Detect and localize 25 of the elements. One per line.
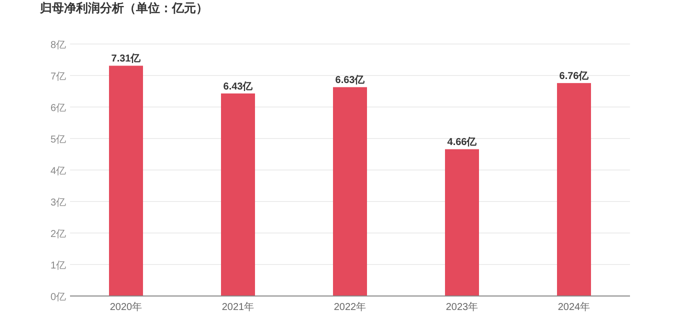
bar (109, 66, 143, 296)
x-tick-label: 2022年 (334, 301, 366, 313)
bar (333, 87, 367, 296)
y-tick-label: 0亿 (50, 292, 66, 303)
data-label: 6.76亿 (559, 70, 590, 82)
x-tick-label: 2023年 (446, 301, 478, 313)
data-label: 7.31亿 (111, 52, 142, 65)
data-label: 4.66亿 (447, 136, 478, 148)
y-tick-label: 5亿 (50, 134, 66, 146)
chart-title: 归母净利润分析（单位：亿元） (39, 1, 208, 15)
y-tick-label: 7亿 (50, 72, 66, 82)
y-tick-label: 2亿 (50, 229, 66, 240)
y-tick-label: 1亿 (50, 260, 66, 272)
data-label: 6.43亿 (223, 80, 254, 92)
y-tick-label: 8亿 (50, 40, 66, 51)
data-label: 6.63亿 (335, 74, 366, 86)
bar (221, 93, 255, 296)
bar (557, 83, 591, 296)
y-tick-label: 3亿 (50, 198, 66, 208)
x-tick-label: 2020年 (110, 301, 142, 313)
bar (445, 149, 479, 296)
y-tick-label: 4亿 (50, 166, 66, 177)
y-tick-label: 6亿 (50, 103, 66, 114)
x-tick-label: 2024年 (558, 301, 590, 313)
x-tick-label: 2021年 (222, 301, 254, 313)
